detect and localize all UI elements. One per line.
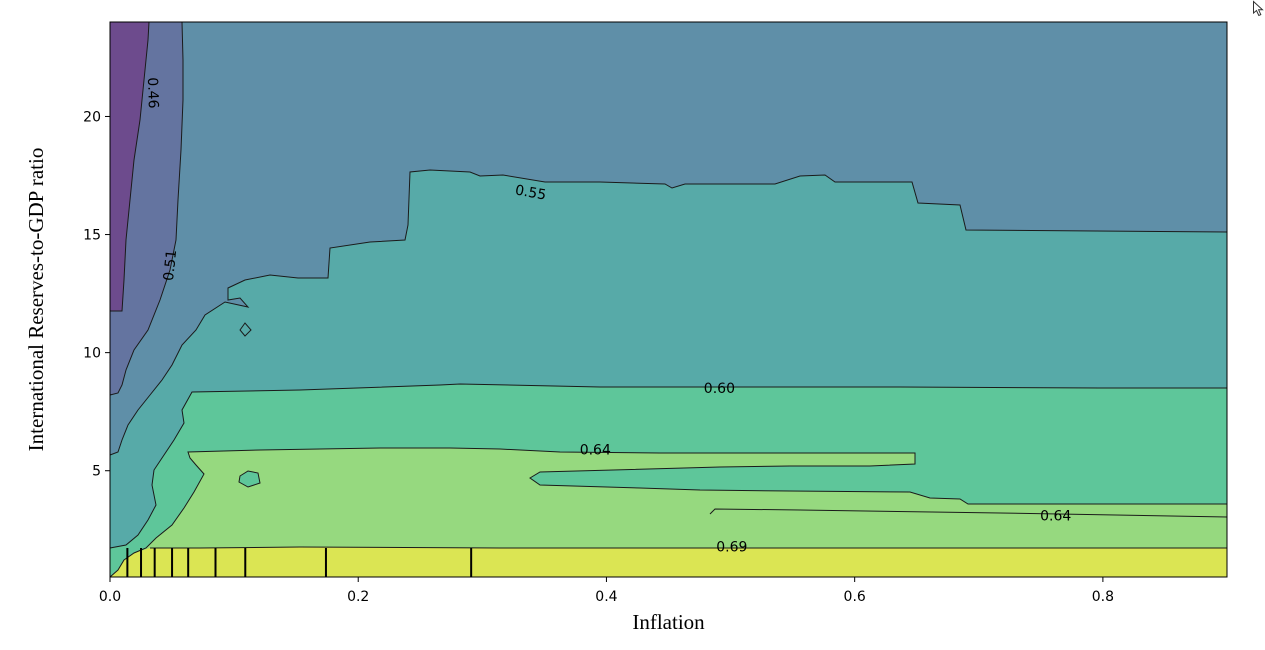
- contour-line: [110, 21, 150, 312]
- contour-labels: 0.46 0.51 0.55 0.60 0.64 0.64 0.69: [144, 77, 1072, 555]
- band-below-046: [110, 22, 149, 311]
- contour-label-text: 0.46: [144, 77, 161, 109]
- contour-line: [109, 383, 1227, 549]
- contour-label: 0.55: [514, 182, 547, 203]
- contour-line: [239, 322, 252, 337]
- contour-fills: [110, 22, 1227, 577]
- contour-label: 0.64: [580, 442, 611, 458]
- contour-label-text: 0.51: [161, 249, 180, 282]
- contour-label-text: 0.55: [514, 182, 547, 203]
- y-tick-label: 20: [83, 109, 101, 125]
- x-tick-label: 0.8: [1092, 589, 1114, 605]
- contour-line: [150, 546, 1227, 549]
- x-tick-label: 0.6: [844, 589, 866, 605]
- x-tick-label: 0.0: [99, 589, 121, 605]
- contour-label-text: 0.64: [580, 442, 611, 458]
- band-top-level: [110, 547, 1227, 577]
- x-tick-label: 0.4: [595, 589, 617, 605]
- contour-label-text: 0.69: [716, 539, 747, 555]
- y-axis-label: International Reserves-to-GDP ratio: [24, 148, 48, 452]
- contour-line: [109, 447, 1227, 578]
- y-axis-ticks: 5 10 15 20: [83, 109, 110, 480]
- contour-line: [709, 508, 1228, 518]
- x-axis-label: Inflation: [632, 610, 705, 634]
- x-tick-label: 0.2: [347, 589, 369, 605]
- contour-line: [109, 21, 184, 396]
- plot-frame: [109, 21, 1228, 578]
- contour-line: [238, 470, 261, 488]
- contour-label: 0.51: [161, 249, 180, 282]
- contour-lines: [109, 21, 1228, 578]
- y-tick-label: 15: [83, 228, 101, 244]
- y-tick-label: 10: [83, 346, 101, 362]
- contour-label: 0.69: [716, 539, 747, 555]
- contour-label: 0.60: [704, 381, 735, 397]
- contour-label: 0.46: [144, 77, 161, 109]
- contour-label-text: 0.60: [704, 381, 735, 397]
- x-axis-ticks: 0.0 0.2 0.4 0.6 0.8: [99, 577, 1114, 605]
- mouse-cursor-icon: [1253, 0, 1264, 17]
- contour-line: [109, 169, 1228, 456]
- y-tick-label: 5: [92, 464, 101, 480]
- contour-label: 0.64: [1040, 509, 1071, 525]
- contour-label-text: 0.64: [1040, 509, 1071, 525]
- island-left: [239, 471, 260, 487]
- rug-marks: [126, 548, 473, 577]
- band-046-051: [110, 22, 183, 395]
